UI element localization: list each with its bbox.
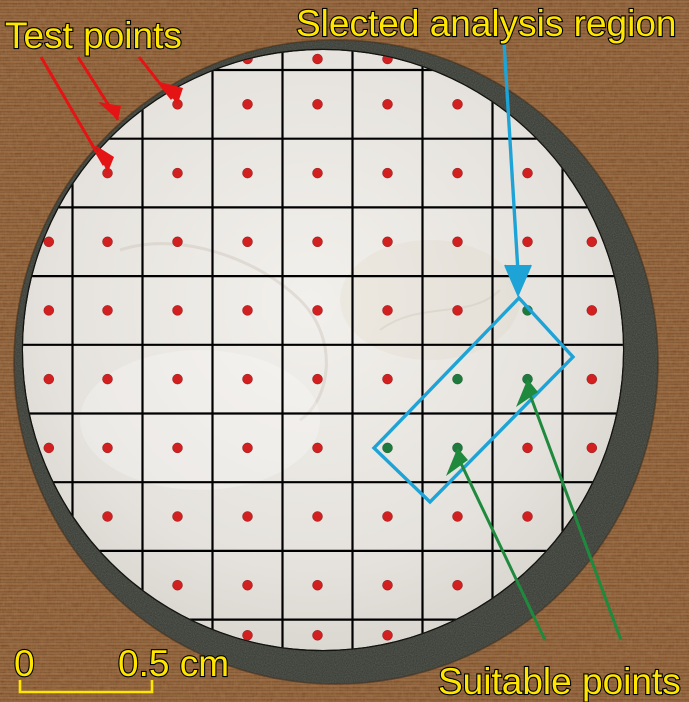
svg-text:0: 0 — [14, 643, 35, 684]
svg-text:0.5 cm: 0.5 cm — [118, 643, 229, 684]
svg-text:Test points: Test points — [5, 15, 182, 56]
svg-text:Suitable points: Suitable points — [438, 661, 681, 702]
svg-text:Slected analysis region: Slected analysis region — [296, 3, 677, 44]
